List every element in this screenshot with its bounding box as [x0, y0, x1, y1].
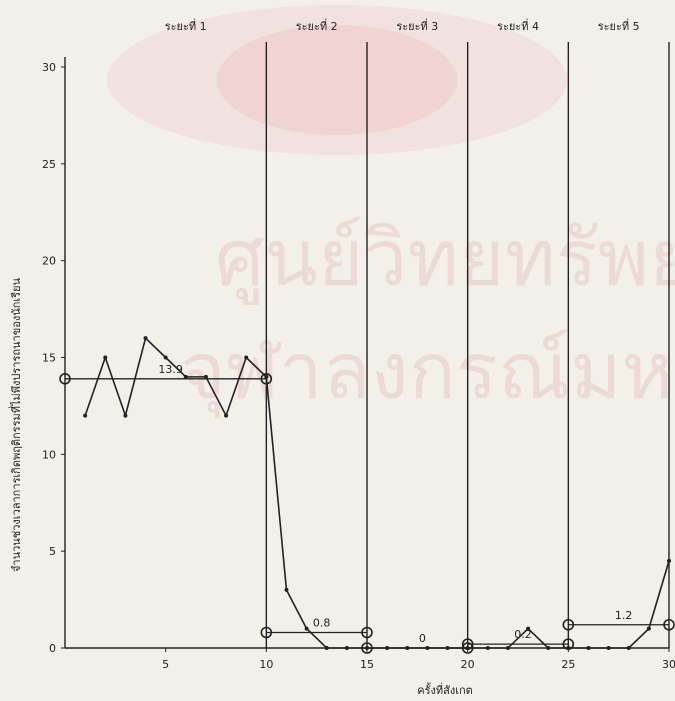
- x-tick-label: 10: [259, 658, 273, 671]
- data-point: [143, 336, 148, 341]
- data-point: [203, 374, 208, 379]
- phase-label: ระยะที่ 1: [165, 18, 207, 33]
- data-point: [405, 646, 410, 650]
- y-tick-label: 25: [42, 158, 56, 171]
- y-tick-label: 20: [42, 255, 56, 268]
- x-tick-label: 20: [461, 658, 475, 671]
- data-point: [445, 646, 450, 650]
- data-point: [365, 646, 369, 650]
- data-point: [284, 587, 289, 592]
- watermark-line-1: ศูนย์วิทยทรัพยากร: [215, 214, 675, 305]
- data-point: [646, 626, 651, 631]
- y-tick-label: 15: [42, 352, 56, 365]
- data-point: [606, 646, 611, 650]
- phase-label: ระยะที่ 4: [497, 18, 539, 33]
- data-point: [123, 413, 128, 418]
- phase-dividers: ระยะที่ 1 ระยะที่ 2 ระยะที่ 3 ระยะที่ 4 ระยะ…: [165, 18, 670, 648]
- data-point: [586, 646, 591, 650]
- watermark-seal: [107, 5, 567, 155]
- x-tick-label: 30: [662, 658, 675, 671]
- data-point: [83, 413, 88, 418]
- y-axis-label: จำนวนช่วงเวลาการเกิดพฤติกรรมที่ไม่พึงปรา…: [8, 277, 23, 572]
- data-point: [163, 355, 168, 360]
- phase-mean-marker: [59, 373, 71, 385]
- phase-mean-label: 1.2: [615, 609, 633, 622]
- data-point: [505, 646, 510, 650]
- data-point: [324, 646, 329, 650]
- phase-label: ระยะที่ 5: [598, 18, 640, 33]
- data-point: [485, 646, 490, 650]
- phase-label: ระยะที่ 3: [396, 18, 438, 33]
- data-series: [83, 336, 671, 650]
- data-point: [626, 646, 631, 650]
- y-tick-label: 10: [42, 448, 56, 461]
- y-tick-label: 5: [49, 545, 56, 558]
- watermark-line-2: จุฬาลงกรณ์มหาวิทยาลัย: [180, 327, 675, 419]
- data-point: [546, 646, 551, 650]
- phase-mean-marker: [562, 618, 575, 631]
- data-point: [385, 646, 390, 650]
- data-point: [304, 626, 309, 631]
- phase-mean-marker: [260, 626, 273, 639]
- x-tick-label: 25: [561, 658, 575, 671]
- phase-mean-marker: [361, 626, 373, 639]
- data-point: [183, 374, 188, 379]
- y-tick-label: 30: [42, 61, 56, 74]
- x-axis-label: ครั้งที่สังเกต: [417, 682, 473, 697]
- data-point: [566, 646, 571, 650]
- phase-mean-label: 13.9: [158, 363, 183, 376]
- data-point: [244, 355, 249, 360]
- data-point: [667, 558, 671, 563]
- x-tick-label: 15: [360, 658, 374, 671]
- y-tick-label: 0: [49, 642, 56, 655]
- data-point: [526, 626, 531, 631]
- phase-mean-label: 0: [419, 632, 426, 645]
- series-line: [84, 336, 670, 649]
- data-point: [465, 646, 470, 650]
- data-point: [224, 413, 229, 418]
- phase-mean-label: 0.8: [313, 617, 331, 630]
- phase-mean-marker: [663, 618, 675, 631]
- x-tick-label: 5: [162, 658, 169, 671]
- data-point: [103, 355, 108, 360]
- data-point: [264, 374, 269, 379]
- data-point: [425, 646, 430, 650]
- phase-label: ระยะที่ 2: [296, 18, 338, 33]
- data-point: [344, 646, 349, 650]
